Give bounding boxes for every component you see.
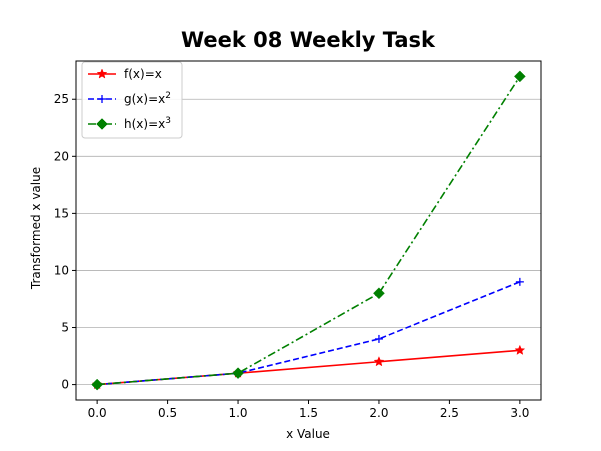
legend-label-base: g(x)=x — [124, 92, 165, 106]
x-tick-label: 2.5 — [440, 406, 459, 420]
legend-entry: g(x)=x2 — [88, 91, 171, 106]
y-tick-label: 25 — [54, 92, 69, 106]
grid-layer — [76, 98, 541, 385]
y-tick-label: 20 — [54, 149, 69, 163]
data-point — [232, 367, 244, 380]
series-line — [97, 281, 521, 386]
data-point — [514, 344, 526, 355]
legend-label: h(x)=x3 — [124, 116, 171, 131]
legend-label-base: h(x)=x — [124, 117, 165, 131]
x-tick-label: 1.0 — [228, 406, 247, 420]
series-2 — [93, 277, 524, 389]
legend-box — [81, 61, 183, 139]
series-line — [97, 75, 521, 386]
chart-title: Week 08 Weekly Task — [181, 28, 436, 52]
x-tick-label: 2.0 — [369, 406, 388, 420]
x-axis-label: x Value — [286, 427, 330, 441]
tick-layer: 0 5 10 15 20 25 0.0 0.5 1.0 1.5 2.0 2.5 3.0 — [54, 92, 530, 420]
legend-label: f(x)=x — [124, 67, 162, 81]
y-tick-label: 0 — [61, 378, 69, 392]
y-axis-label: Transformed x value — [29, 167, 43, 290]
legend-entry: f(x)=x — [88, 67, 162, 81]
legend-label: g(x)=x2 — [124, 91, 171, 106]
series-3 — [91, 70, 526, 391]
legend-marker — [96, 118, 108, 130]
legend: f(x)=x g(x)=x2 h(x)=x3 — [81, 61, 183, 139]
series-layer — [91, 70, 526, 391]
legend-label-sup: 2 — [165, 91, 171, 101]
legend-marker — [98, 95, 106, 103]
y-tick-label: 15 — [54, 206, 69, 220]
legend-label-sup: 3 — [165, 116, 171, 126]
series-1 — [91, 344, 526, 390]
data-point — [91, 378, 103, 391]
data-point — [515, 277, 524, 286]
data-point — [373, 287, 385, 300]
y-tick-label: 5 — [61, 321, 69, 335]
legend-entry: h(x)=x3 — [88, 116, 171, 131]
x-tick-label: 0.0 — [88, 406, 107, 420]
data-point — [514, 70, 526, 83]
data-point — [373, 356, 385, 367]
x-tick-label: 1.5 — [299, 406, 318, 420]
y-tick-label: 10 — [54, 263, 69, 277]
legend-label-base: f(x)=x — [124, 67, 162, 81]
x-tick-label: 3.0 — [510, 406, 529, 420]
x-tick-label: 0.5 — [158, 406, 177, 420]
legend-marker — [96, 68, 108, 79]
data-point — [374, 334, 383, 343]
